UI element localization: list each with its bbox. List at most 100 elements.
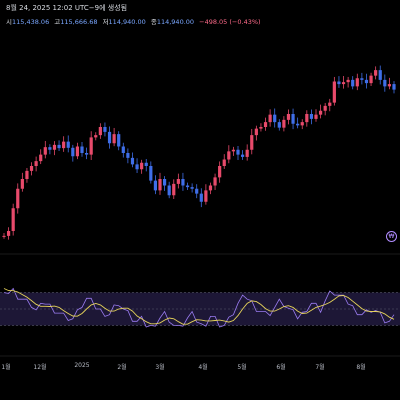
candle-body [126, 153, 130, 158]
candle-body [314, 114, 318, 119]
candle-body [94, 135, 98, 138]
candle-body [263, 122, 268, 127]
time-axis-label: 4월 [198, 364, 208, 371]
candle-body [172, 183, 176, 196]
candle-body [392, 84, 396, 90]
high-label: 고 [54, 18, 61, 26]
candle-body [20, 179, 24, 189]
candle-body [121, 146, 125, 153]
candle-body [185, 185, 190, 188]
candle-body [208, 185, 213, 191]
candle-body [378, 70, 382, 80]
candle-body [130, 157, 135, 165]
candle-body [204, 190, 208, 202]
ohlc-legend: 시115,438.06 고115,666.68 저114,940.00 종114… [6, 16, 261, 26]
candle-body [158, 179, 162, 191]
time-axis-label: 2025 [74, 362, 90, 369]
candle-body [351, 79, 355, 87]
candle-body [153, 180, 158, 191]
candle-body [231, 149, 236, 152]
candle-body [387, 84, 392, 87]
candle-body [162, 179, 167, 186]
candle-body [39, 154, 43, 162]
candle-body [360, 78, 364, 80]
rsi-ma-line [3, 288, 395, 325]
close-label: 종 [150, 18, 157, 26]
candle-body [305, 114, 309, 123]
candle-body [332, 81, 336, 103]
candle-body [48, 147, 52, 150]
candle-body [346, 79, 350, 83]
candle-body [29, 166, 34, 171]
candle-body [62, 141, 66, 149]
low-value: 114,940.00 [108, 18, 146, 26]
candle-body [75, 146, 80, 157]
dollar-circle-icon[interactable]: ₩ [386, 231, 397, 242]
candle-body [300, 122, 304, 126]
rsi-line [3, 287, 395, 328]
candle-body [112, 134, 116, 144]
candle-body [240, 154, 245, 157]
candle-body [84, 153, 89, 155]
candle-body [107, 131, 112, 144]
candle-body [199, 193, 203, 202]
candle-body [52, 144, 57, 150]
time-axis-label: 5월 [237, 364, 247, 371]
candle-body [250, 135, 254, 150]
candle-body [273, 114, 277, 123]
candle-body [117, 134, 121, 147]
candle-body [213, 177, 217, 186]
candle-body [98, 127, 102, 136]
open-value: 115,438.06 [11, 18, 50, 26]
high-value: 115,666.68 [60, 18, 98, 26]
candle-body [167, 185, 171, 196]
candle-body [6, 231, 11, 236]
candle-body [259, 127, 263, 129]
candle-body [57, 144, 61, 149]
chart-title: 8월 24, 2025 12:02 UTC−9에 생성됨 [6, 4, 128, 12]
candle-body [277, 122, 281, 128]
candle-body [355, 78, 359, 87]
candle-body [369, 75, 373, 84]
candle-body [140, 162, 144, 170]
candle-body [144, 162, 148, 166]
candle-body [149, 166, 153, 181]
time-axis-label: 2월 [117, 364, 127, 371]
candle-body [268, 114, 272, 123]
candle-body [66, 141, 70, 148]
candle-body [254, 128, 258, 136]
time-axis-label: 6월 [276, 364, 286, 371]
candle-body [236, 149, 240, 155]
candle-body [176, 179, 180, 184]
candle-body [282, 119, 286, 128]
low-label: 저 [102, 18, 109, 26]
candle-body [34, 161, 38, 166]
chart-header: 8월 24, 2025 12:02 UTC−9에 생성됨 시115,438.06… [0, 0, 400, 34]
candle-body [218, 166, 222, 178]
candle-body [337, 81, 341, 85]
candle-body [328, 102, 332, 106]
candle-body [286, 114, 291, 120]
candle-body [245, 149, 249, 157]
time-axis-label: 12월 [33, 364, 47, 371]
candle-body [89, 137, 93, 155]
time-axis-label: 3월 [155, 364, 165, 371]
candle-body [16, 188, 20, 209]
open-label: 시 [6, 18, 12, 26]
candle-body [11, 208, 15, 231]
candle-body [43, 147, 47, 155]
candle-body [103, 127, 107, 132]
candle-body [2, 235, 6, 237]
candle-body [323, 105, 327, 111]
candle-body [383, 79, 387, 87]
change-value: −498.05 (−0.43%) [199, 18, 261, 26]
candle-body [195, 188, 199, 194]
candle-body [181, 179, 185, 186]
candle-body [318, 110, 323, 115]
candle-body [222, 159, 226, 166]
close-value: 114,940.00 [156, 18, 195, 26]
candle-body [374, 70, 378, 76]
time-axis-label: 7월 [315, 364, 325, 371]
time-axis-label: 8월 [356, 364, 366, 371]
